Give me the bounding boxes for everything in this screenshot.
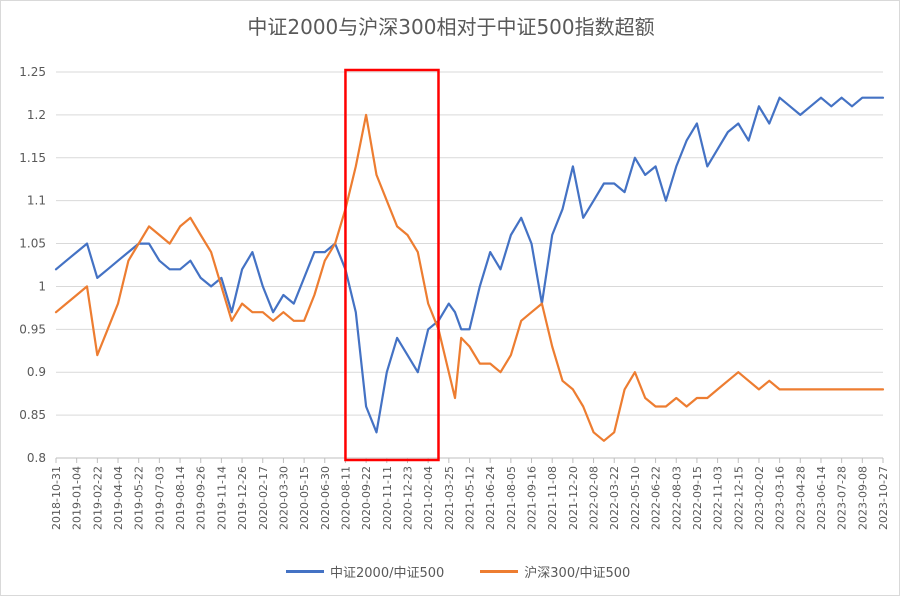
series-line-1 — [54, 113, 885, 442]
chart-title: 中证2000与沪深300相对于中证500指数超额 — [247, 15, 655, 39]
series-line-0 — [54, 96, 885, 434]
x-tick-label-7: 2019-09-26 — [195, 466, 208, 530]
x-tick-label-25: 2021-12-20 — [567, 466, 580, 530]
x-tick-label-27: 2022-03-22 — [608, 466, 621, 530]
x-tick-label-11: 2020-03-30 — [277, 466, 290, 530]
x-tick-label-9: 2019-12-26 — [236, 466, 249, 530]
x-tick-label-6: 2019-08-14 — [174, 466, 187, 530]
x-tick-label-26: 2022-02-08 — [588, 466, 601, 530]
x-tick-label-10: 2020-02-17 — [257, 466, 270, 530]
x-tick-label-29: 2022-06-22 — [650, 466, 663, 530]
x-tick-label-35: 2023-03-16 — [774, 466, 787, 530]
x-tick-label-17: 2020-12-23 — [401, 466, 414, 530]
legend-swatch-series-0 — [286, 570, 324, 573]
x-tick-label-18: 2021-02-04 — [422, 466, 435, 530]
x-tick-label-13: 2020-06-30 — [319, 466, 332, 530]
x-tick-label-22: 2021-08-05 — [505, 466, 518, 530]
y-tick-label-2: 0.9 — [27, 365, 46, 379]
x-tick-label-36: 2023-04-28 — [794, 466, 807, 530]
y-tick-label-3: 0.95 — [19, 322, 46, 336]
y-tick-label-8: 1.2 — [27, 108, 46, 122]
x-tick-label-20: 2021-05-12 — [464, 466, 477, 530]
x-tick-label-23: 2021-09-16 — [526, 466, 539, 530]
x-tick-label-28: 2022-05-10 — [629, 466, 642, 530]
x-tick-label-32: 2022-11-03 — [712, 466, 725, 530]
x-tick-label-8: 2019-11-14 — [215, 466, 228, 530]
legend-item-series-0: 中证2000/中证500 — [286, 562, 444, 581]
highlight-box — [344, 68, 440, 462]
x-tick-label-30: 2022-08-03 — [670, 466, 683, 530]
legend-label-series-1: 沪深300/中证500 — [524, 566, 631, 581]
x-tick-label-38: 2023-07-28 — [836, 466, 849, 530]
legend-label-series-0: 中证2000/中证500 — [330, 566, 445, 581]
legend-swatch-series-1 — [480, 570, 519, 573]
y-tick-label-0: 0.8 — [27, 451, 46, 465]
x-tick-label-39: 2023-09-08 — [856, 466, 869, 530]
y-tick-label-6: 1.1 — [27, 194, 46, 208]
x-tick-label-15: 2020-09-22 — [360, 466, 373, 530]
y-tick-label-9: 1.25 — [19, 65, 46, 79]
x-tick-label-12: 2020-05-15 — [298, 466, 311, 530]
x-tick-label-21: 2021-06-24 — [484, 466, 497, 530]
y-tick-label-1: 0.85 — [19, 408, 46, 422]
x-tick-label-16: 2020-11-11 — [381, 466, 394, 530]
x-tick-label-5: 2019-07-03 — [153, 466, 166, 530]
legend-item-series-1: 沪深300/中证500 — [480, 562, 630, 581]
y-tick-label-7: 1.15 — [19, 151, 46, 165]
x-tick-label-34: 2023-02-02 — [753, 466, 766, 530]
x-tick-label-33: 2022-12-15 — [732, 466, 745, 530]
x-tick-label-40: 2023-10-27 — [877, 466, 890, 530]
x-tick-label-0: 2018-10-31 — [50, 466, 63, 530]
legend: 中证2000/中证500 沪深300/中证500 — [286, 562, 630, 581]
x-tick-label-24: 2021-11-08 — [546, 466, 559, 530]
x-tick-label-3: 2019-04-04 — [112, 466, 125, 530]
x-tick-label-14: 2020-08-11 — [339, 466, 352, 530]
x-tick-label-31: 2022-09-15 — [691, 466, 704, 530]
y-tick-label-4: 1 — [38, 279, 46, 293]
y-tick-label-5: 1.05 — [19, 237, 46, 251]
x-tick-label-37: 2023-06-14 — [815, 466, 828, 530]
x-tick-label-2: 2019-02-22 — [91, 466, 104, 530]
x-tick-label-4: 2019-05-22 — [133, 466, 146, 530]
x-tick-label-1: 2019-01-04 — [71, 466, 84, 530]
x-tick-label-19: 2021-03-25 — [443, 466, 456, 530]
